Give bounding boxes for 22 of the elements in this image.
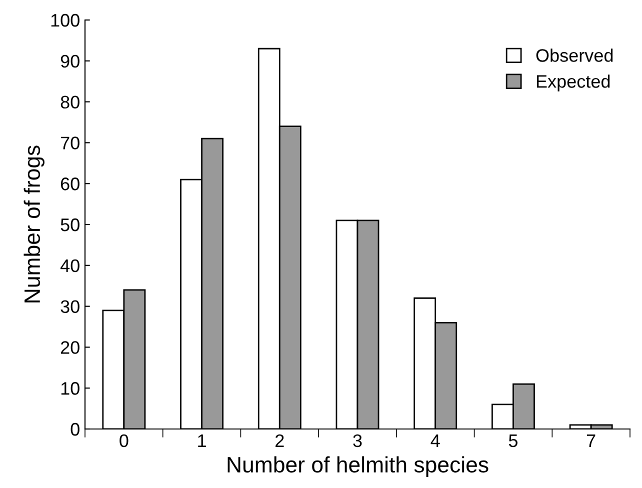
y-tick-label: 50 [60, 218, 80, 232]
y-tick-label: 60 [60, 178, 80, 190]
y-tick-label: 90 [60, 54, 80, 68]
y-tick-label: 100 [51, 14, 80, 27]
legend-label: Expected [536, 74, 610, 92]
x-tick-label: 3 [353, 434, 362, 448]
y-tick-label: 40 [60, 259, 80, 272]
x-tick-label: 0 [120, 434, 128, 448]
y-tick-label: 30 [60, 300, 80, 314]
x-tick-label: 2 [276, 434, 284, 447]
x-tick-label: 7 [586, 434, 596, 447]
legend-label: Observed [536, 48, 613, 62]
x-axis-title: Number of helmith species [228, 456, 488, 477]
x-tick-label: 4 [430, 434, 440, 447]
y-tick-label: 0 [70, 422, 80, 436]
x-tick-label: 1 [198, 434, 206, 447]
y-tick-label: 80 [60, 96, 80, 109]
y-axis-title: Number of frogs [24, 146, 44, 302]
y-tick-label: 20 [60, 341, 80, 354]
y-tick-label: 70 [60, 136, 80, 150]
x-tick-label: 5 [508, 434, 518, 448]
y-tick-label: 10 [61, 382, 80, 395]
